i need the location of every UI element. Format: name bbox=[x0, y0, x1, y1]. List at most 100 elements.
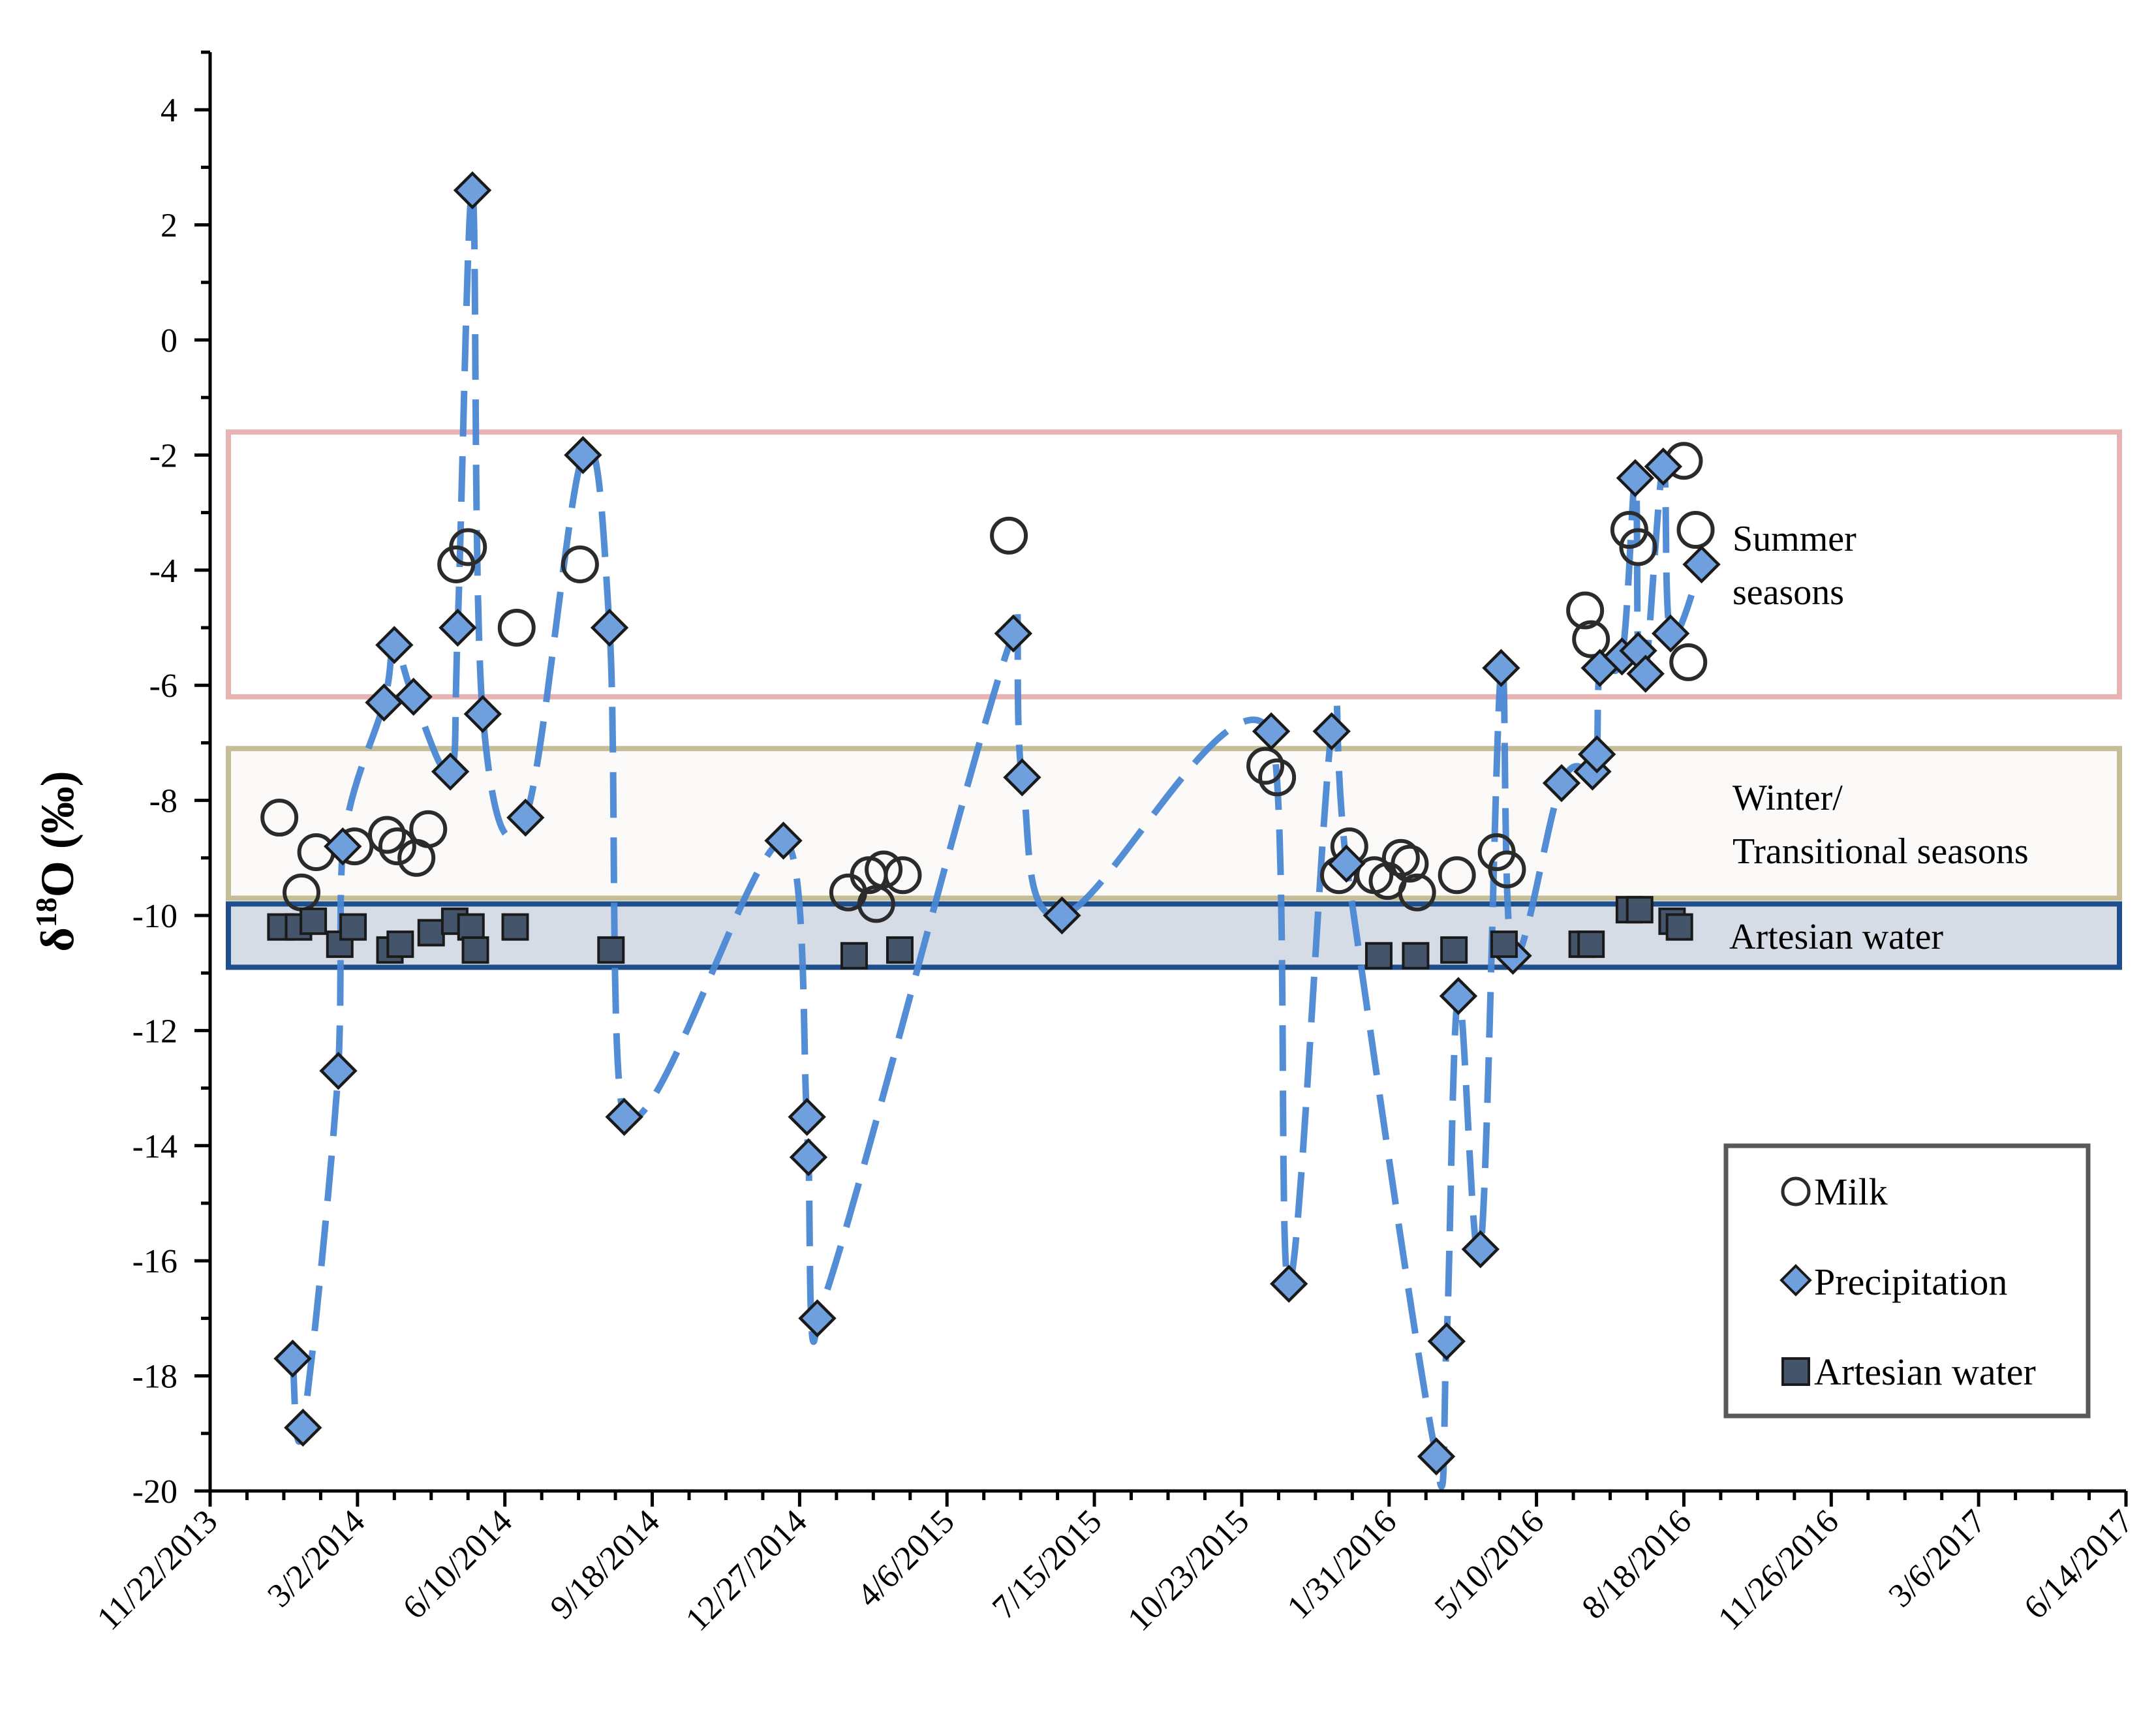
artesian-point-4 bbox=[339, 913, 367, 941]
y-tick-label-4: 4 bbox=[161, 92, 177, 129]
y-axis-title-base: δ bbox=[31, 927, 84, 951]
x-tick-label-8: 1/31/2016 bbox=[1280, 1503, 1404, 1626]
x-tick-label-9: 5/10/2016 bbox=[1428, 1503, 1551, 1626]
legend-artesian-marker bbox=[1781, 1357, 1810, 1386]
artesian-point-11 bbox=[501, 913, 529, 941]
artesian-point-7 bbox=[417, 919, 445, 947]
y-tick-label--12: -12 bbox=[132, 1013, 177, 1050]
precipitation-point-11 bbox=[506, 798, 545, 837]
milk-point-30 bbox=[1566, 591, 1605, 630]
artesian-point-24 bbox=[1665, 913, 1693, 941]
precipitation-point-10 bbox=[463, 695, 502, 733]
artesian-point-9 bbox=[457, 913, 485, 941]
artesian-point-17 bbox=[1440, 936, 1468, 964]
milk-point-32 bbox=[1610, 511, 1648, 549]
precipitation-point-30 bbox=[1482, 649, 1520, 687]
precipitation-point-28 bbox=[1439, 977, 1478, 1015]
milk-point-31 bbox=[1572, 620, 1610, 658]
artesian-point-2 bbox=[300, 907, 328, 935]
precipitation-point-37 bbox=[1616, 459, 1655, 497]
legend-milk-label: Milk bbox=[1814, 1171, 1888, 1213]
precipitation-point-20 bbox=[1003, 758, 1041, 797]
precipitation-point-19 bbox=[994, 614, 1033, 653]
precipitation-point-1 bbox=[284, 1408, 322, 1447]
milk-point-26 bbox=[1398, 873, 1436, 912]
milk-point-19 bbox=[1258, 758, 1297, 797]
legend: Milk Precipitation Artesian water bbox=[1723, 1143, 2091, 1419]
y-tick-label--16: -16 bbox=[132, 1243, 177, 1280]
milk-point-10 bbox=[497, 609, 536, 647]
y-tick-label--8: -8 bbox=[149, 783, 177, 820]
precipitation-point-39 bbox=[1626, 654, 1665, 693]
precipitation-point-21 bbox=[1043, 896, 1081, 935]
milk-point-7 bbox=[409, 810, 448, 848]
legend-precipitation-marker bbox=[1779, 1264, 1812, 1297]
precipitation-point-7 bbox=[431, 752, 470, 791]
band-label-artesian-0: Artesian water bbox=[1729, 917, 1943, 957]
precipitation-point-12 bbox=[564, 436, 602, 474]
precipitation-point-18 bbox=[798, 1299, 837, 1338]
artesian-point-12 bbox=[597, 936, 625, 964]
precipitation-point-17 bbox=[789, 1138, 828, 1176]
precipitation-point-42 bbox=[1682, 545, 1721, 584]
precipitation-point-32 bbox=[1542, 763, 1581, 803]
y-axis-title-sup: 18 bbox=[29, 897, 63, 927]
milk-point-25 bbox=[1391, 844, 1429, 883]
season-bands bbox=[226, 429, 2122, 970]
precipitation-point-5 bbox=[375, 626, 414, 664]
y-tick-label--4: -4 bbox=[149, 553, 177, 590]
milk-point-15 bbox=[865, 850, 903, 889]
artesian-point-18 bbox=[1490, 930, 1518, 959]
precipitation-point-25 bbox=[1327, 844, 1366, 883]
artesian-point-10 bbox=[461, 936, 489, 964]
milk-point-16 bbox=[884, 856, 922, 895]
artesian-point-6 bbox=[386, 930, 414, 959]
precipitation-point-16 bbox=[788, 1098, 826, 1136]
band-label-winter-0: Winter/ bbox=[1732, 778, 1843, 818]
milk-point-36 bbox=[1676, 511, 1715, 549]
legend-artesian-label: Artesian water bbox=[1814, 1351, 2036, 1393]
band-artesian bbox=[226, 901, 2122, 970]
precipitation-point-26 bbox=[1417, 1437, 1456, 1476]
artesian-point-22 bbox=[1625, 896, 1654, 924]
y-tick-label--2: -2 bbox=[149, 437, 177, 474]
precipitation-point-29 bbox=[1461, 1230, 1500, 1268]
x-tick-label-12: 3/6/2017 bbox=[1882, 1503, 1994, 1614]
milk-point-29 bbox=[1488, 850, 1526, 889]
x-tick-label-10: 8/18/2016 bbox=[1575, 1503, 1699, 1626]
legend-precipitation-label: Precipitation bbox=[1814, 1261, 2007, 1303]
milk-point-0 bbox=[260, 799, 299, 837]
precipitation-point-41 bbox=[1651, 614, 1690, 653]
x-tick-label-4: 12/27/2014 bbox=[679, 1503, 814, 1638]
x-tick-label-2: 6/10/2014 bbox=[396, 1503, 519, 1626]
precipitation-point-13 bbox=[590, 608, 629, 647]
x-tick-label-0: 11/22/2013 bbox=[90, 1503, 224, 1637]
y-tick-label--10: -10 bbox=[132, 898, 177, 935]
precipitation-point-8 bbox=[439, 608, 477, 647]
milk-point-27 bbox=[1438, 856, 1476, 895]
y-tick-label-2: 2 bbox=[161, 207, 177, 245]
x-tick-label-7: 10/23/2015 bbox=[1121, 1503, 1257, 1638]
y-tick-label--18: -18 bbox=[132, 1359, 177, 1396]
precipitation-point-0 bbox=[273, 1339, 312, 1378]
milk-point-14 bbox=[857, 885, 895, 923]
x-tick-label-11: 11/26/2016 bbox=[1711, 1503, 1845, 1637]
precipitation-point-3 bbox=[324, 827, 362, 866]
artesian-point-20 bbox=[1577, 930, 1605, 959]
precipitation-point-27 bbox=[1427, 1322, 1466, 1360]
precipitation-point-15 bbox=[764, 822, 803, 860]
milk-point-18 bbox=[1246, 746, 1285, 785]
precipitation-point-9 bbox=[453, 171, 492, 209]
y-axis-title: δ18O (‰) bbox=[29, 771, 84, 951]
precipitation-point-34 bbox=[1578, 735, 1616, 774]
band-label-winter-1: Transitional seasons bbox=[1732, 831, 2029, 872]
band-label-summer-0: Summer bbox=[1732, 519, 1856, 559]
band-summer bbox=[226, 429, 2122, 699]
y-axis-title-rest: O (‰) bbox=[31, 771, 84, 897]
milk-point-24 bbox=[1381, 838, 1420, 877]
artesian-point-13 bbox=[840, 942, 868, 970]
milk-point-9 bbox=[449, 528, 487, 566]
x-tick-label-5: 4/6/2015 bbox=[850, 1503, 962, 1614]
artesian-point-14 bbox=[886, 936, 914, 964]
